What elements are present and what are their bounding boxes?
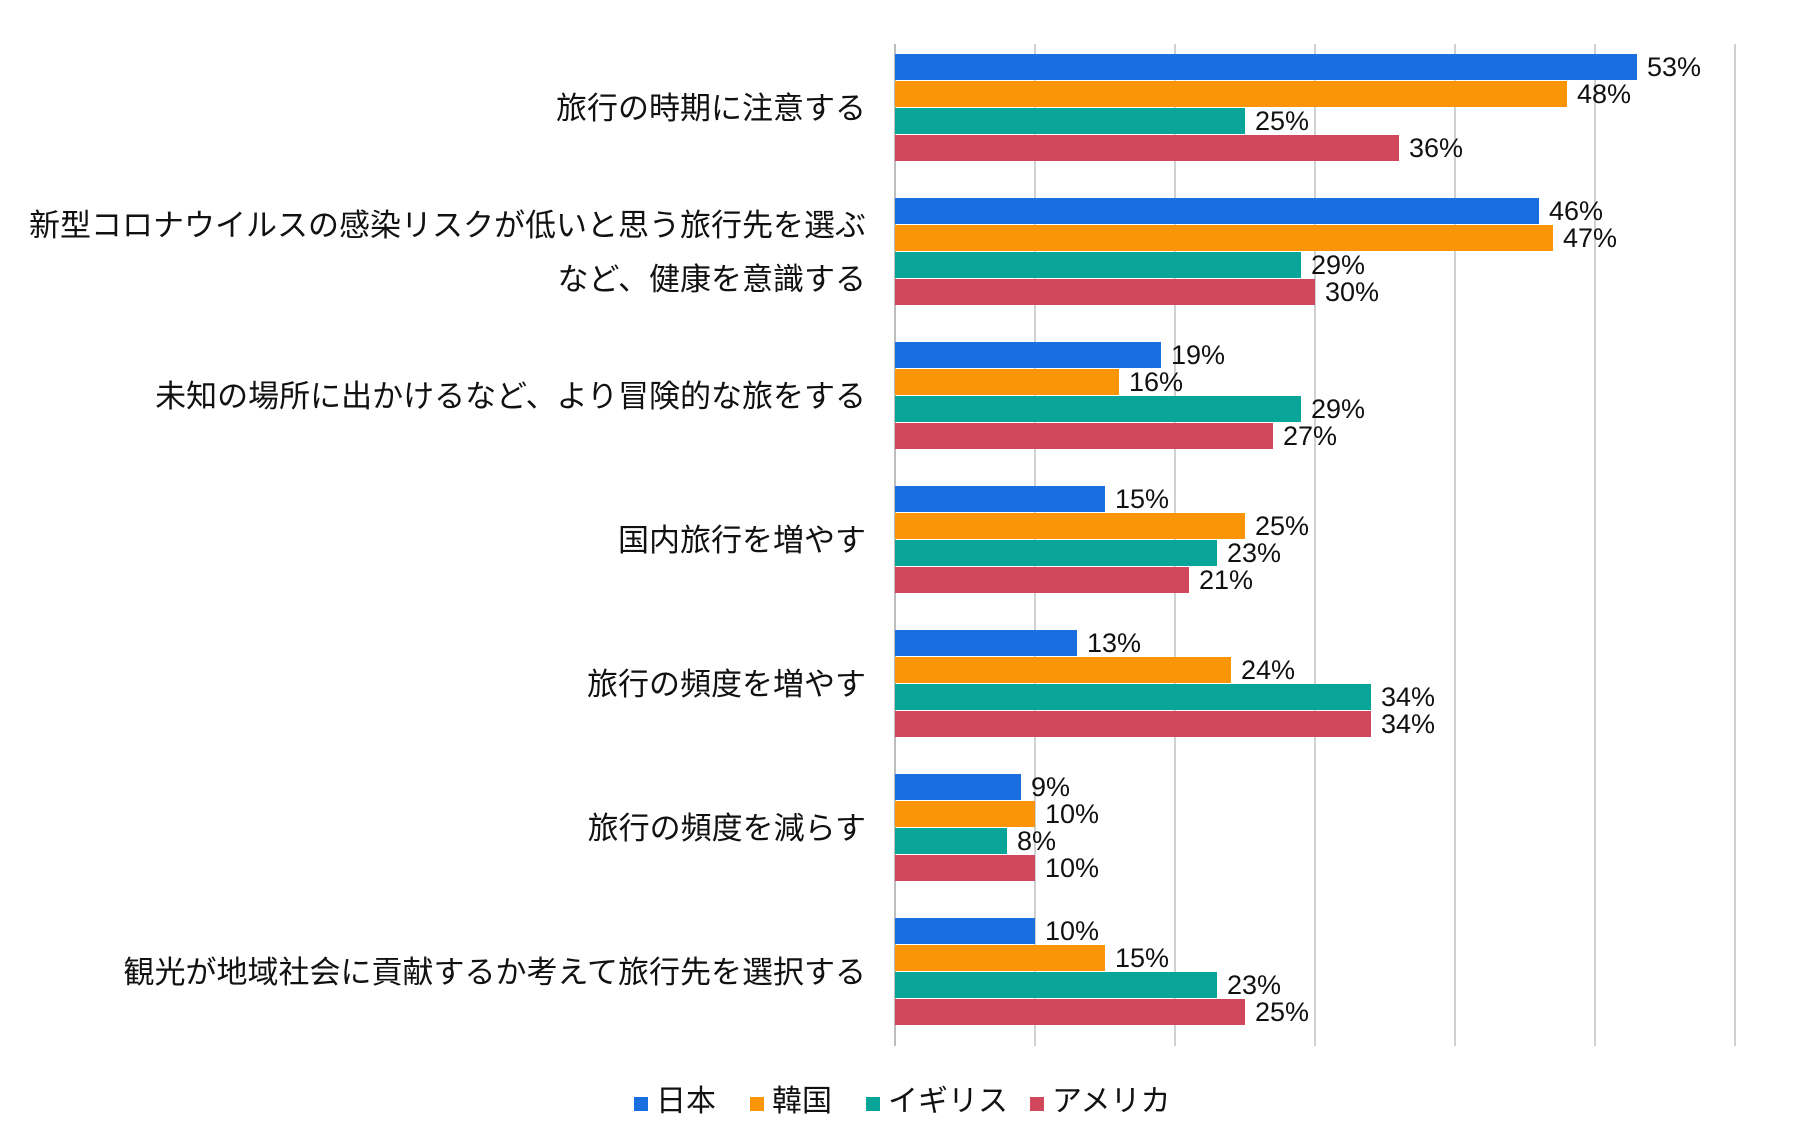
bar <box>895 279 1315 305</box>
bar <box>895 855 1035 881</box>
data-label: 10% <box>1045 853 1099 883</box>
bar <box>895 828 1007 854</box>
data-label: 46% <box>1549 196 1603 226</box>
data-label: 25% <box>1255 106 1309 136</box>
category-label: 国内旅行を増やす <box>618 523 866 559</box>
bar <box>895 225 1553 251</box>
data-label: 21% <box>1199 565 1253 595</box>
category-label: など、健康を意識する <box>558 262 866 298</box>
bar <box>895 540 1217 566</box>
legend-swatch <box>1030 1097 1044 1111</box>
data-label: 8% <box>1017 826 1056 856</box>
data-label: 23% <box>1227 970 1281 1000</box>
legend-swatch <box>750 1097 764 1111</box>
bar <box>895 486 1105 512</box>
data-label: 13% <box>1087 628 1141 658</box>
bar <box>895 657 1231 683</box>
data-label: 24% <box>1241 655 1295 685</box>
category-label: 観光が地域社会に貢献するか考えて旅行先を選択する <box>124 955 866 991</box>
data-label: 53% <box>1647 52 1701 82</box>
data-label: 15% <box>1115 943 1169 973</box>
category-label: 旅行の時期に注意する <box>556 91 866 127</box>
data-label: 10% <box>1045 799 1099 829</box>
data-label: 25% <box>1255 997 1309 1027</box>
category-labels: 旅行の時期に注意する新型コロナウイルスの感染リスクが低いと思う旅行先を選ぶなど、… <box>29 91 866 991</box>
bar <box>895 711 1371 737</box>
category-label: 旅行の頻度を減らす <box>588 811 866 847</box>
bar <box>895 396 1301 422</box>
bar <box>895 108 1245 134</box>
bar <box>895 252 1301 278</box>
data-label: 16% <box>1129 367 1183 397</box>
category-label: 旅行の頻度を増やす <box>587 667 866 703</box>
legend-label: 韓国 <box>772 1084 832 1119</box>
data-label: 15% <box>1115 484 1169 514</box>
bar <box>895 945 1105 971</box>
bars <box>895 54 1637 1025</box>
legend-label: アメリカ <box>1052 1084 1171 1119</box>
legend-swatch <box>866 1097 880 1111</box>
bar <box>895 423 1273 449</box>
data-label: 27% <box>1283 421 1337 451</box>
bar <box>895 342 1161 368</box>
bar <box>895 567 1189 593</box>
bar <box>895 135 1399 161</box>
data-label: 23% <box>1227 538 1281 568</box>
data-label: 30% <box>1325 277 1379 307</box>
bar <box>895 918 1035 944</box>
bar <box>895 801 1035 827</box>
category-label: 新型コロナウイルスの感染リスクが低いと思う旅行先を選ぶ <box>29 208 866 244</box>
legend: 日本 韓国 イギリス アメリカ <box>634 1084 1171 1119</box>
data-label: 48% <box>1577 79 1631 109</box>
legend-swatch <box>634 1097 648 1111</box>
bar <box>895 369 1119 395</box>
data-label: 19% <box>1171 340 1225 370</box>
data-label: 47% <box>1563 223 1617 253</box>
data-label: 36% <box>1409 133 1463 163</box>
bar <box>895 630 1077 656</box>
bar <box>895 54 1637 80</box>
legend-label: 日本 <box>656 1084 716 1119</box>
data-label: 34% <box>1381 682 1435 712</box>
data-label: 29% <box>1311 394 1365 424</box>
category-label: 未知の場所に出かけるなど、より冒険的な旅をする <box>155 379 866 415</box>
bar <box>895 198 1539 224</box>
data-label: 10% <box>1045 916 1099 946</box>
bar <box>895 81 1567 107</box>
data-label: 34% <box>1381 709 1435 739</box>
bar <box>895 999 1245 1025</box>
bar <box>895 513 1245 539</box>
data-label: 9% <box>1031 772 1070 802</box>
data-labels: 53%48%25%36%46%47%29%30%19%16%29%27%15%2… <box>1017 52 1701 1027</box>
data-label: 25% <box>1255 511 1309 541</box>
bar <box>895 774 1021 800</box>
legend-label: イギリス <box>888 1084 1008 1119</box>
bar <box>895 684 1371 710</box>
data-label: 29% <box>1311 250 1365 280</box>
bar <box>895 972 1217 998</box>
